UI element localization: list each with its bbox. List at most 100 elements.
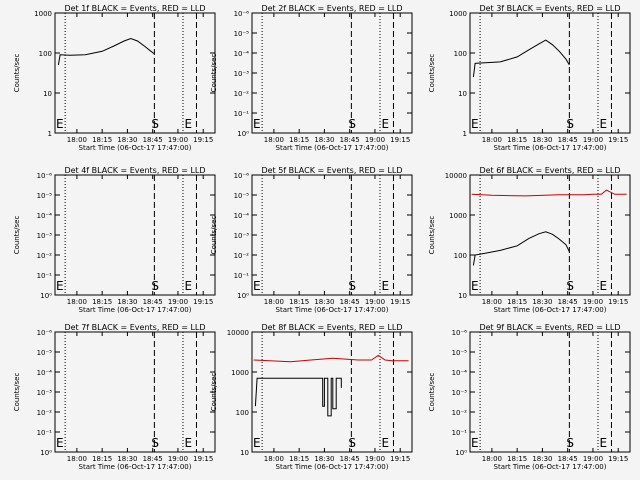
end-marker: E: [184, 117, 192, 131]
lld-series-line: [253, 354, 409, 363]
detector-panel: Det 5f BLACK = Events, RED = LLD 18:00 18:…: [210, 166, 413, 314]
start-marker: S: [151, 117, 159, 131]
x-tick-label: 19:00: [168, 455, 188, 463]
y-tick-label: 100: [454, 252, 467, 260]
x-tick-label: 18:30: [532, 298, 552, 306]
y-tick-label: 10: [43, 90, 52, 98]
start-marker: S: [566, 279, 574, 293]
detector-panel: Det 6f BLACK = Events, RED = LLD 18:00 18:…: [428, 166, 631, 314]
y-tick-label: 10⁻⁵: [37, 192, 53, 200]
x-tick-label: 18:00: [264, 136, 284, 144]
x-tick-label: 18:15: [289, 298, 309, 306]
events-series-line: [472, 39, 570, 78]
start-marker: S: [348, 279, 356, 293]
x-tick-label: 19:15: [193, 298, 213, 306]
detector-panel: Det 8f BLACK = Events, RED = LLD 18:00 18:…: [210, 323, 413, 471]
y-tick-label: 10⁻⁴: [234, 212, 250, 220]
x-tick-label: 19:15: [390, 455, 410, 463]
x-tick-label: 19:15: [608, 136, 628, 144]
left-e-marker: E: [56, 436, 64, 450]
y-tick-label: 10⁻⁶: [452, 329, 468, 337]
y-tick-label: 10⁰: [40, 449, 52, 457]
x-tick-label: 19:00: [365, 298, 385, 306]
y-tick-label: 10⁻⁶: [37, 329, 53, 337]
y-tick-label: 10⁻⁵: [234, 192, 250, 200]
y-axis-label: Counts/sec: [428, 54, 436, 93]
x-tick-label: 18:00: [482, 455, 502, 463]
x-axis-label: Start Time (06-Oct-17 17:47:00): [276, 306, 389, 314]
x-axis-label: Start Time (06-Oct-17 17:47:00): [79, 463, 192, 471]
x-tick-label: 18:00: [67, 136, 87, 144]
start-marker: S: [151, 279, 159, 293]
y-tick-label: 10⁻⁴: [37, 369, 53, 377]
left-e-marker: E: [471, 117, 479, 131]
y-tick-label: 10⁻³: [234, 232, 250, 240]
y-tick-label: 10⁻²: [234, 90, 250, 98]
x-tick-label: 18:15: [507, 298, 527, 306]
plot-frame: [469, 331, 631, 453]
y-tick-label: 10⁰: [237, 292, 249, 300]
x-tick-label: 18:45: [340, 298, 360, 306]
lld-series-line: [471, 189, 627, 197]
detector-panel: Det 7f BLACK = Events, RED = LLD 18:00 18:…: [13, 323, 216, 471]
left-e-marker: E: [471, 279, 479, 293]
y-tick-label: 1000: [34, 10, 52, 18]
end-marker: E: [599, 279, 607, 293]
left-e-marker: E: [253, 279, 261, 293]
x-tick-label: 18:15: [289, 136, 309, 144]
end-marker: E: [381, 436, 389, 450]
start-marker: S: [348, 117, 356, 131]
plot-frame: [54, 12, 216, 134]
x-tick-label: 19:15: [608, 455, 628, 463]
y-tick-label: 10⁻¹: [37, 429, 53, 437]
y-axis-label: Counts/sec: [13, 216, 21, 255]
end-marker: E: [599, 117, 607, 131]
events-series-line: [472, 231, 570, 266]
y-tick-label: 10⁻⁶: [37, 172, 53, 180]
x-tick-label: 18:15: [92, 136, 112, 144]
x-tick-label: 18:00: [67, 455, 87, 463]
panel-title: Det 5f BLACK = Events, RED = LLD: [261, 166, 402, 175]
y-tick-label: 10⁻²: [452, 409, 468, 417]
left-e-marker: E: [253, 117, 261, 131]
x-tick-label: 19:00: [365, 455, 385, 463]
x-tick-label: 19:00: [583, 298, 603, 306]
y-tick-label: 10000: [227, 329, 249, 337]
y-tick-label: 10⁻¹: [37, 272, 53, 280]
plot-frame: [251, 12, 413, 134]
x-tick-label: 19:15: [390, 298, 410, 306]
x-tick-label: 18:45: [143, 298, 163, 306]
x-tick-label: 18:45: [558, 136, 578, 144]
left-e-marker: E: [471, 436, 479, 450]
y-axis-label: Counts/sec: [210, 216, 218, 255]
x-tick-label: 18:30: [314, 455, 334, 463]
y-tick-label: 10⁻⁵: [234, 30, 250, 38]
y-tick-label: 1000: [231, 369, 249, 377]
end-marker: E: [184, 436, 192, 450]
plot-frame: [54, 331, 216, 453]
y-tick-label: 10⁻³: [452, 389, 468, 397]
panel-title: Det 9f BLACK = Events, RED = LLD: [479, 323, 620, 332]
x-tick-label: 18:00: [482, 298, 502, 306]
start-marker: S: [151, 436, 159, 450]
end-marker: E: [184, 279, 192, 293]
events-series-line: [254, 377, 342, 417]
x-tick-label: 19:00: [168, 298, 188, 306]
x-tick-label: 19:15: [390, 136, 410, 144]
panel-title: Det 4f BLACK = Events, RED = LLD: [64, 166, 205, 175]
y-tick-label: 10⁻³: [37, 389, 53, 397]
x-tick-label: 19:15: [608, 298, 628, 306]
y-tick-label: 10: [240, 449, 249, 457]
events-series-line: [57, 37, 155, 66]
x-tick-label: 18:45: [340, 455, 360, 463]
y-axis-label: Counts/sec: [428, 373, 436, 412]
x-tick-label: 18:30: [117, 298, 137, 306]
y-tick-label: 1: [48, 130, 52, 138]
panel-title: Det 7f BLACK = Events, RED = LLD: [64, 323, 205, 332]
y-tick-label: 10⁻⁴: [234, 50, 250, 58]
y-tick-label: 10⁻²: [37, 252, 53, 260]
x-tick-label: 18:15: [289, 455, 309, 463]
panel-title: Det 3f BLACK = Events, RED = LLD: [479, 4, 620, 13]
y-tick-label: 10⁻⁶: [234, 10, 250, 18]
